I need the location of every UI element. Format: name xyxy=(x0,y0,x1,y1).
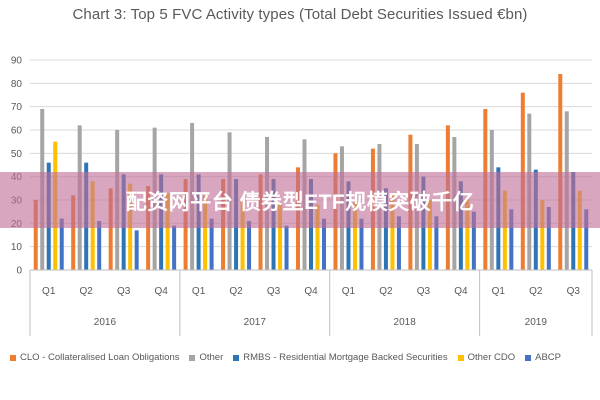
bar xyxy=(509,209,514,270)
legend-label: Other CDO xyxy=(467,352,516,363)
x-tick-label: Q4 xyxy=(454,286,468,297)
bar xyxy=(465,197,470,270)
chart-title: Chart 3: Top 5 FVC Activity types (Total… xyxy=(72,6,528,23)
bar xyxy=(322,218,326,270)
y-tick-label: 70 xyxy=(11,102,23,113)
bar xyxy=(247,221,252,270)
legend-label: ABCP xyxy=(535,352,561,363)
legend: CLO - Collateralised Loan Obligations Oth… xyxy=(10,352,600,368)
y-axis: 0102030405060708090 xyxy=(11,56,23,277)
legend-item: Other CDO xyxy=(457,352,516,363)
bar xyxy=(471,211,476,270)
y-tick-label: 0 xyxy=(16,266,22,277)
x-tick-label: Q2 xyxy=(80,286,94,297)
bar xyxy=(203,195,208,270)
bar xyxy=(359,218,364,270)
x-tick-label: Q1 xyxy=(42,286,56,297)
y-tick-label: 60 xyxy=(11,126,23,137)
x-axis: Q1 Q2 Q3 Q4 Q1 Q2 Q3 Q4 Q1 Q2 Q3 Q4 Q1 Q2 Q3 2016 2017 20… xyxy=(29,269,593,336)
bar xyxy=(240,200,245,270)
y-tick-label: 50 xyxy=(11,149,23,160)
bar xyxy=(33,200,38,270)
legend-swatch xyxy=(525,354,532,361)
bar xyxy=(540,200,545,270)
x-tick-label: Q3 xyxy=(417,286,431,297)
x-tick-label: Q1 xyxy=(192,286,206,297)
bar xyxy=(146,186,151,270)
x-tick-label: Q3 xyxy=(267,286,281,297)
x-tick-label: Q4 xyxy=(304,286,318,297)
bar xyxy=(108,188,113,270)
bar xyxy=(383,188,388,270)
x-tick-label: Q2 xyxy=(529,286,543,297)
x-group-label: 2018 xyxy=(394,317,417,328)
legend-swatch xyxy=(10,354,16,361)
legend-item: RMBS - Residential Mortgage Backed Secur… xyxy=(233,352,448,363)
x-tick-label: Q3 xyxy=(117,286,131,297)
y-tick-label: 90 xyxy=(11,56,23,67)
watermark-band xyxy=(0,172,600,228)
bar xyxy=(577,190,582,270)
watermark-text: 配资网平台 债券型ETF规模突破千亿 xyxy=(125,191,475,214)
legend-item: CLO - Collateralised Loan Obligations xyxy=(10,352,179,363)
bar xyxy=(502,190,507,270)
legend-swatch xyxy=(233,354,240,361)
y-tick-label: 80 xyxy=(11,79,23,90)
x-tick-label: Q1 xyxy=(342,286,356,297)
bar xyxy=(165,193,170,270)
x-group-label: 2019 xyxy=(525,317,548,328)
bar xyxy=(97,221,102,270)
legend-swatch xyxy=(189,354,196,361)
x-group-label: 2016 xyxy=(94,317,117,328)
x-tick-label: Q1 xyxy=(492,286,506,297)
bar xyxy=(134,230,139,270)
bar xyxy=(390,193,395,270)
bar xyxy=(352,202,357,270)
bar xyxy=(278,202,283,270)
y-tick-label: 10 xyxy=(11,242,23,253)
legend-label: CLO - Collateralised Loan Obligations xyxy=(20,352,180,363)
x-group-label: 2017 xyxy=(244,317,267,328)
x-tick-label: Q2 xyxy=(379,286,393,297)
bar xyxy=(434,216,439,270)
legend-label: Other xyxy=(199,352,224,363)
legend-item: ABCP xyxy=(525,352,561,363)
legend-item: Other xyxy=(189,352,223,363)
bar xyxy=(209,218,214,270)
legend-label: RMBS - Residential Mortgage Backed Secur… xyxy=(243,352,448,363)
bar xyxy=(172,225,177,270)
x-tick-label: Q4 xyxy=(154,286,168,297)
x-tick-label: Q3 xyxy=(567,286,581,297)
bar xyxy=(427,200,432,270)
x-tick-label: Q2 xyxy=(229,286,243,297)
bar xyxy=(284,225,289,270)
bar xyxy=(59,218,64,270)
bar xyxy=(546,207,551,270)
bar xyxy=(396,216,401,270)
bar xyxy=(584,209,589,270)
bar xyxy=(315,204,320,270)
bar xyxy=(71,195,76,270)
legend-swatch xyxy=(457,354,464,361)
